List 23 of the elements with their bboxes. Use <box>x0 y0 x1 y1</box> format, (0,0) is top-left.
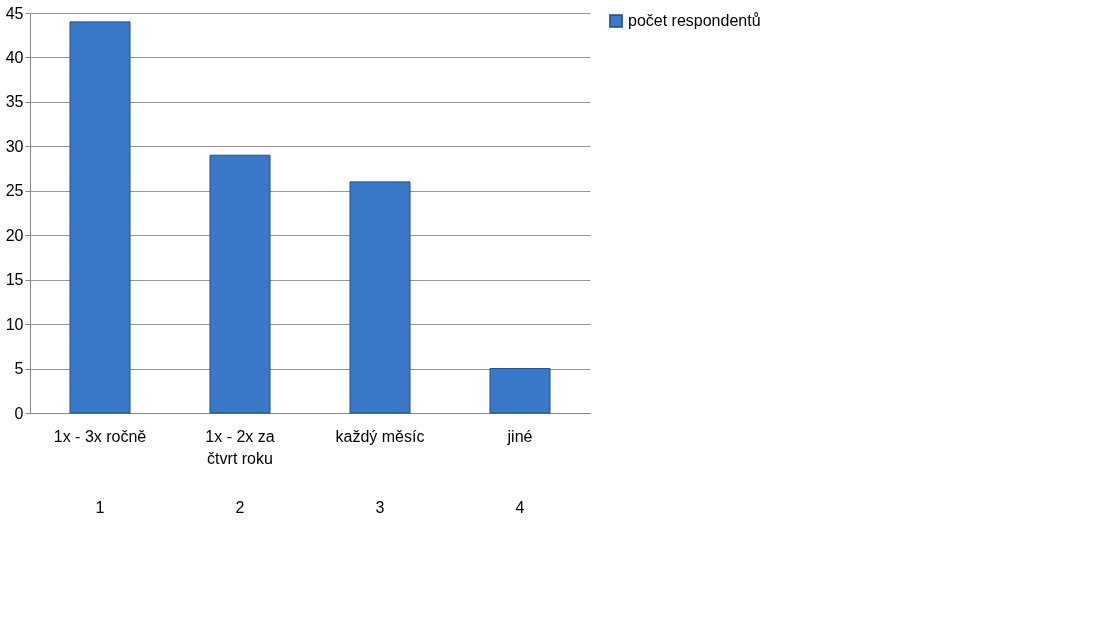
y-tick-label: 30 <box>5 137 24 155</box>
y-tick-label: 10 <box>5 315 24 333</box>
y-tick-label: 40 <box>5 48 24 66</box>
bar <box>349 181 411 414</box>
bar <box>489 368 551 414</box>
text: 4 <box>515 499 525 516</box>
x-tick-label: každý měsíc <box>335 427 425 445</box>
bar <box>69 21 131 414</box>
x-tick-label: 1x - 3x ročně <box>53 427 147 445</box>
y-tick-label: 35 <box>5 93 24 111</box>
y-tick-label: 45 <box>5 4 24 22</box>
text: 3 <box>375 499 385 516</box>
x-tick-label: jiné <box>506 427 533 445</box>
y-tick-label: 0 <box>14 404 24 422</box>
y-tick-label: 20 <box>5 226 24 244</box>
x-tick-label: 1x - 2x za čtvrt roku <box>205 427 275 467</box>
legend-label: počet respondentů <box>628 12 761 29</box>
text: 1 <box>95 499 105 516</box>
text: 2 <box>235 499 245 516</box>
y-tick-label: 5 <box>14 360 24 378</box>
y-tick-label: 25 <box>5 182 24 200</box>
y-tick-label: 15 <box>5 271 24 289</box>
bar <box>209 154 271 414</box>
